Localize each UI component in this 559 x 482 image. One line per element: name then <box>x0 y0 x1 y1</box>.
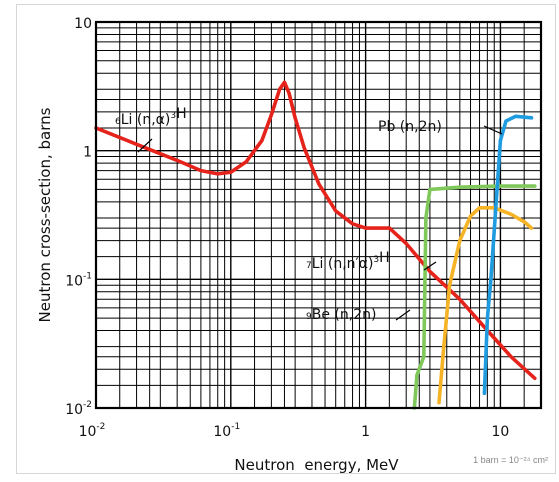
plot-border <box>94 20 543 410</box>
x-axis-label: Neutron energy, MeV <box>234 456 399 474</box>
series-annotation-0: 6Li (n,α)3H <box>115 106 187 128</box>
annotation-leader-1 <box>423 261 437 271</box>
tick-labels: 10-2 10-1 1 10 10 1 10-1 10-2 <box>65 16 509 440</box>
series-line-3 <box>482 114 534 396</box>
series-line-0 <box>94 80 537 381</box>
series-line-1 <box>437 206 534 405</box>
annotations: 6Li (n,α)3H 7Li (n,n′α)3H 9Be (n,2n) Pb (n,… <box>115 106 503 323</box>
series-line-2 <box>412 184 537 410</box>
series-annotation-1: 7Li (n,n′α)3H <box>306 250 390 272</box>
series-layer <box>94 80 537 410</box>
y-tick-label: 10 <box>74 16 92 32</box>
unit-note: 1 barn = 10⁻²⁴ cm² <box>473 455 548 465</box>
y-tick-label: 10-1 <box>65 271 92 289</box>
y-tick-label: 1 <box>83 145 92 161</box>
x-tick-label: 10-1 <box>213 422 240 440</box>
x-tick-label: 10-2 <box>79 422 106 440</box>
x-tick-label: 10 <box>492 424 510 440</box>
annotation-leader-2 <box>395 309 411 321</box>
annotation-leader-0 <box>137 138 153 153</box>
series-annotation-2: 9Be (n,2n) <box>306 307 376 323</box>
y-tick-label: 10-2 <box>65 400 92 418</box>
y-axis-label: Neutron cross-section, barns <box>36 107 54 322</box>
series-annotation-3: Pb (n,2n) <box>378 119 442 135</box>
annotation-leader-3 <box>483 125 503 135</box>
x-tick-label: 1 <box>361 424 370 440</box>
